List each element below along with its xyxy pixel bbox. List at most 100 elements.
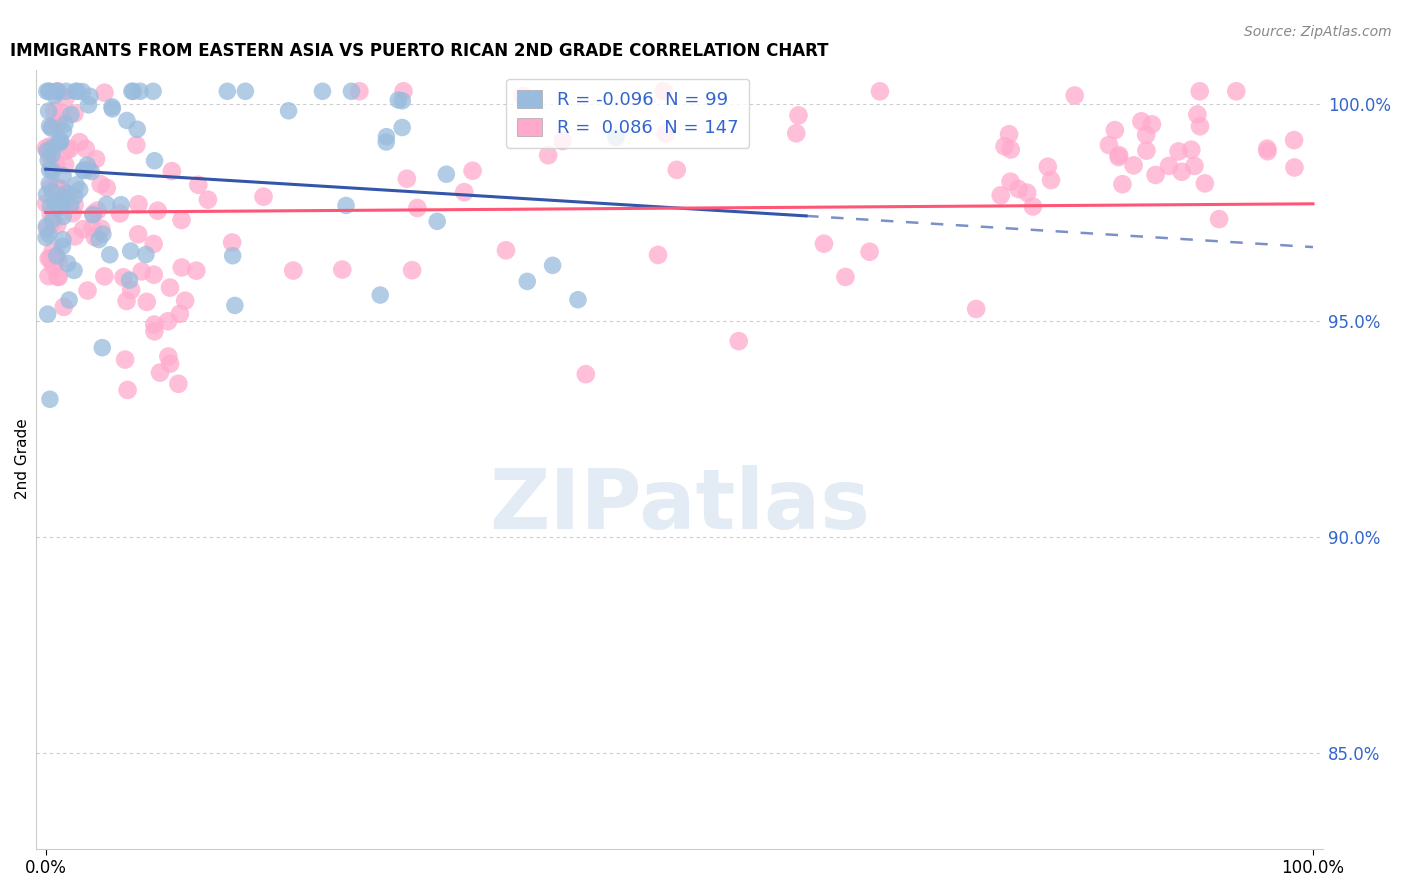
Point [72, 222, 94, 236]
Point [45, 156, 67, 170]
Point [52, 124, 75, 138]
Point [1022, 200, 1045, 214]
Point [665, 162, 688, 177]
Point [160, 164, 183, 178]
Point [55, 84, 77, 98]
Point [52, 190, 75, 204]
Point [787, 108, 810, 122]
Point [834, 270, 856, 285]
Point [38, 252, 60, 266]
Point [66, 84, 89, 98]
Point [283, 263, 305, 277]
Point [1063, 88, 1085, 103]
Point [127, 122, 149, 136]
Point [998, 128, 1021, 142]
Point [51, 105, 73, 120]
Point [38, 147, 60, 161]
Point [375, 135, 398, 149]
Point [49, 136, 72, 150]
Point [41, 120, 63, 134]
Point [98, 248, 121, 262]
Point [1040, 173, 1063, 187]
Point [91, 341, 114, 355]
Point [73, 162, 96, 177]
Point [46, 84, 69, 98]
Point [42, 212, 65, 227]
Point [387, 93, 409, 107]
Point [48, 196, 70, 211]
Point [41, 140, 63, 154]
Point [45, 180, 67, 194]
Point [1108, 148, 1130, 162]
Point [541, 258, 564, 272]
Point [39, 139, 62, 153]
Point [186, 263, 208, 277]
Point [52, 300, 75, 314]
Point [277, 103, 299, 118]
Point [965, 301, 987, 316]
Point [1194, 177, 1216, 191]
Point [395, 171, 418, 186]
Point [221, 249, 243, 263]
Point [101, 100, 124, 114]
Point [51, 239, 73, 253]
Point [335, 198, 357, 212]
Point [75, 142, 97, 156]
Point [93, 86, 115, 100]
Point [142, 268, 165, 282]
Point [1282, 133, 1305, 147]
Point [39, 392, 62, 407]
Point [87, 233, 110, 247]
Y-axis label: 2nd Grade: 2nd Grade [15, 418, 30, 500]
Point [993, 139, 1015, 153]
Point [129, 84, 152, 98]
Text: ZIPatlas: ZIPatlas [489, 466, 870, 547]
Point [135, 247, 157, 261]
Point [41, 159, 63, 173]
Point [727, 334, 749, 348]
Point [41, 147, 63, 161]
Point [392, 84, 415, 98]
Point [38, 84, 60, 98]
Point [1111, 178, 1133, 192]
Point [652, 84, 675, 98]
Point [37, 307, 59, 321]
Point [48, 115, 70, 129]
Point [654, 127, 676, 141]
Point [38, 177, 60, 191]
Point [537, 148, 560, 162]
Point [121, 84, 143, 98]
Point [76, 284, 98, 298]
Point [76, 158, 98, 172]
Point [48, 133, 70, 147]
Point [221, 235, 243, 250]
Point [551, 134, 574, 148]
Point [167, 376, 190, 391]
Point [41, 164, 63, 178]
Point [1184, 159, 1206, 173]
Point [49, 134, 72, 148]
Point [55, 186, 77, 200]
Point [142, 84, 165, 98]
Point [406, 201, 429, 215]
Point [51, 184, 73, 198]
Point [349, 84, 371, 98]
Point [1000, 143, 1022, 157]
Point [1140, 117, 1163, 131]
Point [1171, 165, 1194, 179]
Point [38, 104, 60, 119]
Point [77, 98, 100, 112]
Point [91, 227, 114, 241]
Point [65, 178, 87, 192]
Point [1144, 168, 1167, 182]
Point [45, 84, 67, 98]
Point [1157, 159, 1180, 173]
Point [813, 236, 835, 251]
Point [159, 280, 181, 294]
Point [39, 180, 62, 194]
Point [46, 84, 69, 98]
Point [1188, 84, 1211, 98]
Point [37, 221, 59, 235]
Point [131, 264, 153, 278]
Point [1135, 144, 1157, 158]
